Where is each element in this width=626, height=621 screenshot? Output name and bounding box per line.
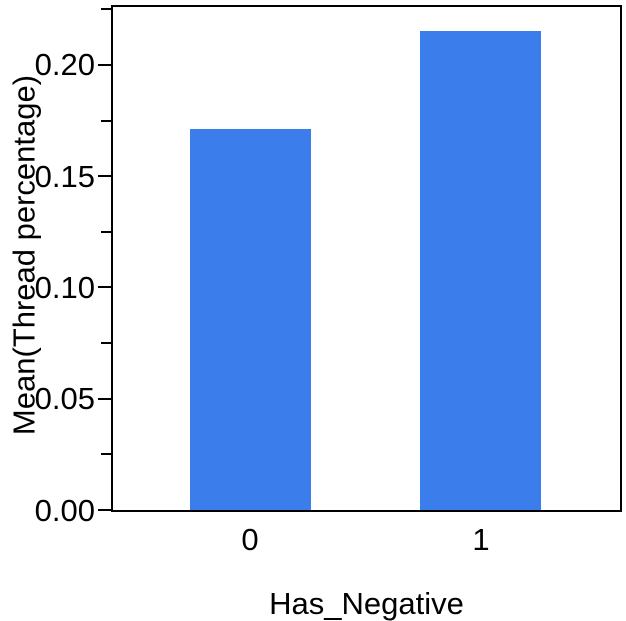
y-minor-tick bbox=[101, 231, 111, 233]
x-axis-title: Has_Negative bbox=[269, 586, 464, 621]
x-category-label: 0 bbox=[241, 522, 259, 557]
y-major-tick bbox=[98, 398, 111, 400]
y-minor-tick bbox=[101, 8, 111, 10]
bar-0 bbox=[190, 129, 311, 510]
y-tick-label: 0.20 bbox=[34, 47, 95, 82]
y-tick-label: 0.15 bbox=[34, 159, 95, 194]
y-tick-label: 0.00 bbox=[34, 493, 95, 528]
plot-area bbox=[111, 5, 622, 512]
y-major-tick bbox=[98, 509, 111, 511]
y-tick-label: 0.10 bbox=[34, 270, 95, 305]
y-minor-tick bbox=[101, 120, 111, 122]
bar-1 bbox=[420, 31, 541, 510]
y-minor-tick bbox=[101, 453, 111, 455]
y-major-tick bbox=[98, 64, 111, 66]
y-major-tick bbox=[98, 175, 111, 177]
y-minor-tick bbox=[101, 342, 111, 344]
y-major-tick bbox=[98, 286, 111, 288]
x-category-label: 1 bbox=[472, 522, 490, 557]
y-tick-label: 0.05 bbox=[34, 381, 95, 416]
